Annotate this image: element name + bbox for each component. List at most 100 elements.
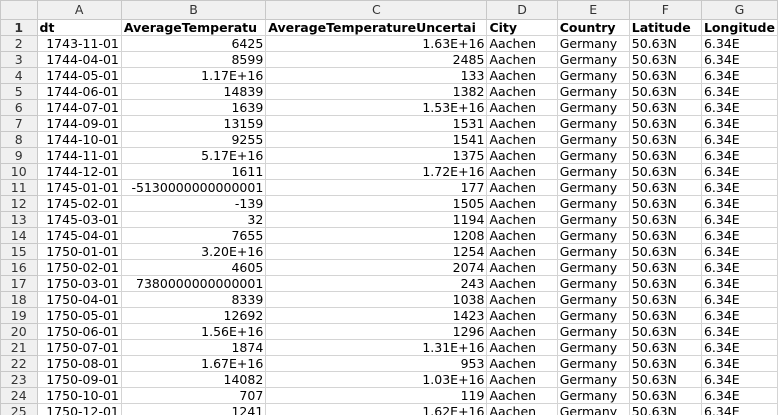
cell-city[interactable]: Aachen [486,179,558,196]
row-header[interactable]: 23 [0,371,38,388]
cell-latitude[interactable]: 50.63N [628,371,702,388]
cell-city[interactable]: Aachen [486,259,558,276]
cell-latitude[interactable]: 50.63N [628,179,702,196]
cell-latitude[interactable]: 50.63N [628,403,702,415]
row-header[interactable]: 13 [0,211,38,228]
cell-dt[interactable]: 1744-06-01 [36,83,122,100]
column-header-e[interactable]: E [556,0,630,20]
cell-country[interactable]: Germany [556,403,630,415]
cell-longitude[interactable]: 6.34E [700,387,778,404]
row-header[interactable]: 2 [0,35,38,52]
cell-longitude[interactable]: 6.34E [700,131,778,148]
cell-avg-temp-uncertainty[interactable]: 1.72E+16 [265,163,488,180]
cell-longitude[interactable]: 6.34E [700,275,778,292]
row-header[interactable]: 7 [0,115,38,132]
cell-latitude[interactable]: 50.63N [628,291,702,308]
cell-city[interactable]: Aachen [486,115,558,132]
row-header[interactable]: 18 [0,291,38,308]
cell-city[interactable]: Aachen [486,227,558,244]
cell-avg-temp[interactable]: 1241 [120,403,267,415]
cell-dt[interactable]: 1744-12-01 [36,163,122,180]
cell-country[interactable]: Germany [556,371,630,388]
cell-dt[interactable]: 1750-04-01 [36,291,122,308]
cell-longitude[interactable]: 6.34E [700,51,778,68]
cell-country[interactable]: Germany [556,35,630,52]
cell-latitude[interactable]: 50.63N [628,67,702,84]
column-header-f[interactable]: F [628,0,702,20]
cell-city[interactable]: Aachen [486,35,558,52]
cell-avg-temp-uncertainty[interactable]: 133 [265,67,488,84]
column-header-a[interactable]: A [36,0,122,20]
cell-latitude[interactable]: 50.63N [628,83,702,100]
cell-dt[interactable]: 1750-08-01 [36,355,122,372]
cell-longitude[interactable]: 6.34E [700,83,778,100]
cell-country[interactable]: Germany [556,131,630,148]
cell-longitude[interactable]: 6.34E [700,371,778,388]
cell-latitude[interactable]: 50.63N [628,355,702,372]
cell-avg-temp-uncertainty[interactable]: 1505 [265,195,488,212]
cell-city[interactable]: Aachen [486,83,558,100]
cell-latitude[interactable]: 50.63N [628,227,702,244]
cell-longitude[interactable]: 6.34E [700,227,778,244]
cell-avg-temp[interactable]: 12692 [120,307,267,324]
cell-dt[interactable]: 1745-03-01 [36,211,122,228]
cell-dt[interactable]: 1745-01-01 [36,179,122,196]
row-header[interactable]: 5 [0,83,38,100]
row-header[interactable]: 12 [0,195,38,212]
cell-latitude[interactable]: 50.63N [628,195,702,212]
cell-avg-temp[interactable]: -139 [120,195,267,212]
cell-avg-temp[interactable]: 7655 [120,227,267,244]
row-header[interactable]: 25 [0,403,38,415]
cell-avg-temp-uncertainty[interactable]: 1.63E+16 [265,35,488,52]
cell-country[interactable]: Germany [556,243,630,260]
cell-dt[interactable]: 1744-05-01 [36,67,122,84]
cell-city[interactable]: Aachen [486,131,558,148]
cell-avg-temp[interactable]: 14082 [120,371,267,388]
row-header[interactable]: 4 [0,67,38,84]
cell-dt[interactable]: 1744-10-01 [36,131,122,148]
cell-avg-temp[interactable]: 8599 [120,51,267,68]
cell-longitude[interactable]: 6.34E [700,259,778,276]
row-header[interactable]: 1 [0,19,38,36]
cell-longitude[interactable]: 6.34E [700,99,778,116]
cell-country[interactable]: Germany [556,115,630,132]
cell-longitude[interactable]: 6.34E [700,179,778,196]
cell-avg-temp-uncertainty[interactable]: 119 [265,387,488,404]
cell-city[interactable]: Aachen [486,147,558,164]
cell-country[interactable]: Germany [556,83,630,100]
cell-longitude[interactable]: 6.34E [700,147,778,164]
cell-city[interactable]: Aachen [486,323,558,340]
cell-longitude[interactable]: 6.34E [700,243,778,260]
cell-city[interactable]: Aachen [486,307,558,324]
cell-country[interactable]: Germany [556,291,630,308]
cell-longitude[interactable]: 6.34E [700,291,778,308]
cell-longitude[interactable]: 6.34E [700,67,778,84]
cell-country[interactable]: Germany [556,259,630,276]
cell-city[interactable]: Aachen [486,243,558,260]
row-header[interactable]: 11 [0,179,38,196]
cell-country[interactable]: Germany [556,179,630,196]
cell-latitude[interactable]: 50.63N [628,99,702,116]
cell-country[interactable]: Germany [556,51,630,68]
cell-avg-temp-uncertainty[interactable]: 1382 [265,83,488,100]
row-header[interactable]: 9 [0,147,38,164]
cell-longitude[interactable]: 6.34E [700,163,778,180]
cell-longitude[interactable]: 6.34E [700,35,778,52]
cell-avg-temp[interactable]: 14839 [120,83,267,100]
cell-city[interactable]: Aachen [486,195,558,212]
cell-dt[interactable]: 1750-05-01 [36,307,122,324]
header-cell-longitude[interactable]: Longitude [700,19,778,36]
cell-latitude[interactable]: 50.63N [628,131,702,148]
cell-avg-temp-uncertainty[interactable]: 1423 [265,307,488,324]
cell-dt[interactable]: 1750-07-01 [36,339,122,356]
row-header[interactable]: 6 [0,99,38,116]
cell-latitude[interactable]: 50.63N [628,163,702,180]
cell-city[interactable]: Aachen [486,275,558,292]
cell-avg-temp-uncertainty[interactable]: 2485 [265,51,488,68]
cell-dt[interactable]: 1744-09-01 [36,115,122,132]
cell-longitude[interactable]: 6.34E [700,403,778,415]
cell-avg-temp-uncertainty[interactable]: 1.31E+16 [265,339,488,356]
cell-city[interactable]: Aachen [486,291,558,308]
cell-avg-temp-uncertainty[interactable]: 1194 [265,211,488,228]
